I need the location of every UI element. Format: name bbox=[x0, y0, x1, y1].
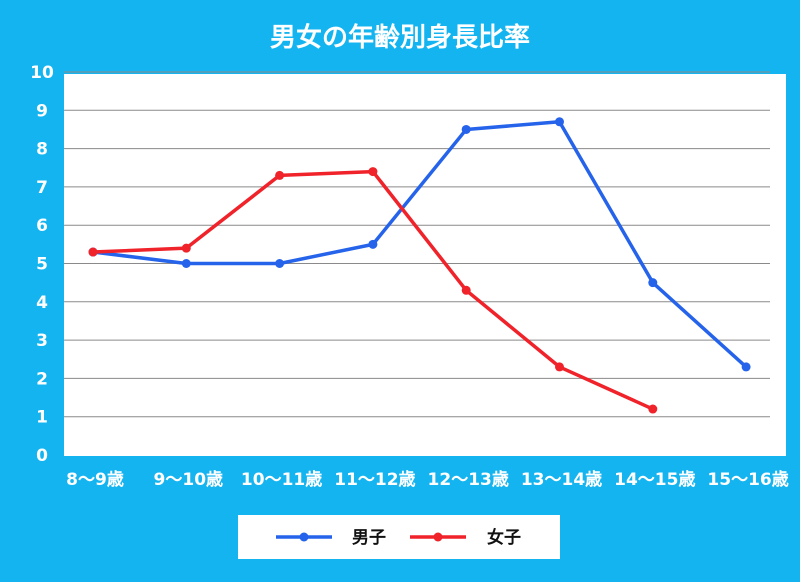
y-tick-label: 4 bbox=[36, 293, 48, 313]
legend-swatch-dot bbox=[433, 532, 443, 542]
data-point bbox=[555, 362, 564, 372]
data-point bbox=[275, 259, 285, 268]
y-tick-label: 3 bbox=[36, 331, 48, 351]
legend-items: 男子 女子 bbox=[276, 527, 521, 548]
data-point bbox=[555, 117, 564, 127]
legend-item-0: 男子 bbox=[276, 528, 386, 548]
x-axis-ticks: 8〜9歳 9〜10歳 10〜11歳 11〜12歳 12〜13歳 13〜14歳 14〜15歳 1… bbox=[66, 469, 789, 490]
data-point bbox=[181, 259, 191, 268]
data-point bbox=[88, 247, 98, 257]
x-tick-label: 15〜16歳 bbox=[707, 469, 788, 490]
legend-label: 女子 bbox=[487, 527, 521, 548]
data-point bbox=[461, 285, 471, 295]
y-tick-label: 1 bbox=[36, 408, 48, 428]
data-point bbox=[368, 167, 378, 177]
y-axis-ticks: 0 1 2 3 4 5 6 7 8 9 10 bbox=[30, 63, 54, 466]
y-tick-label: 10 bbox=[30, 63, 54, 83]
plot-area bbox=[64, 74, 786, 456]
y-tick-label: 6 bbox=[36, 216, 48, 236]
series-layer bbox=[88, 117, 751, 414]
y-tick-label: 7 bbox=[36, 178, 48, 198]
data-point bbox=[648, 278, 658, 288]
y-tick-label: 5 bbox=[36, 255, 48, 275]
data-point bbox=[461, 124, 471, 134]
data-point bbox=[368, 239, 378, 249]
x-tick-label: 9〜10歳 bbox=[154, 469, 224, 490]
data-point bbox=[181, 243, 191, 253]
series-line-0 bbox=[92, 120, 748, 369]
y-tick-label: 0 bbox=[36, 446, 48, 466]
x-tick-label: 14〜15歳 bbox=[614, 469, 695, 490]
legend-label: 男子 bbox=[352, 528, 386, 548]
legend-item-1: 女子 bbox=[410, 527, 521, 548]
y-tick-label: 8 bbox=[36, 140, 48, 160]
x-tick-label: 8〜9歳 bbox=[66, 469, 124, 490]
legend-swatch-dot bbox=[299, 532, 309, 542]
data-point bbox=[741, 362, 751, 372]
data-point bbox=[275, 170, 285, 180]
data-point bbox=[648, 404, 658, 414]
y-tick-label: 9 bbox=[36, 101, 48, 121]
x-tick-label: 11〜12歳 bbox=[334, 469, 415, 490]
x-tick-label: 13〜14歳 bbox=[521, 469, 602, 490]
chart-title: 男女の年齢別身長比率 bbox=[270, 22, 530, 53]
y-tick-label: 2 bbox=[36, 369, 48, 389]
x-tick-label: 10〜11歳 bbox=[241, 469, 322, 490]
x-tick-label: 12〜13歳 bbox=[428, 469, 509, 490]
